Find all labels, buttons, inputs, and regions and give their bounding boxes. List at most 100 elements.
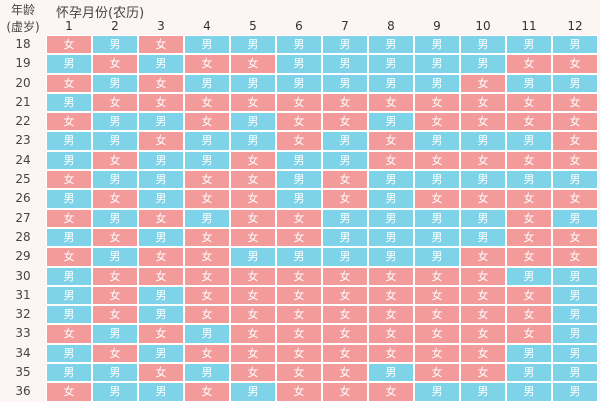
girl-cell: 女 <box>230 92 276 113</box>
age-cell: 31 <box>15 287 31 302</box>
age-cell: 18 <box>15 37 31 51</box>
girl-cell: 女 <box>552 112 598 132</box>
table-row: 33 女男女男女女女女女女女男 <box>0 324 598 344</box>
boy-cell: 男 <box>276 189 322 209</box>
girl-cell: 女 <box>368 131 414 151</box>
girl-cell: 女 <box>506 305 552 325</box>
boy-cell: 男 <box>552 208 598 228</box>
girl-cell: 女 <box>506 150 552 171</box>
age-cell: 25 <box>15 172 31 187</box>
girl-cell: 女 <box>92 285 138 306</box>
table-row: 26 男女男女女男女男女女女女 <box>0 189 598 209</box>
table-row: 29 女男女女男男男男男女女女 <box>0 247 598 267</box>
boy-cell: 男 <box>92 382 138 402</box>
boy-cell: 男 <box>138 227 184 248</box>
girl-cell: 女 <box>414 343 460 364</box>
girl-cell: 女 <box>230 324 276 344</box>
boy-cell: 男 <box>138 170 184 190</box>
girl-cell: 女 <box>276 285 322 306</box>
girl-cell: 女 <box>276 343 322 364</box>
girl-cell: 女 <box>368 382 414 402</box>
table-row: 28 男女男女女女男男男男女女 <box>0 227 598 248</box>
girl-cell: 女 <box>276 208 322 228</box>
boy-cell: 男 <box>92 324 138 344</box>
age-cell: 21 <box>15 94 31 109</box>
age-cell: 24 <box>15 152 31 167</box>
boy-cell: 男 <box>138 343 184 364</box>
girl-cell: 女 <box>552 92 598 113</box>
month-label: 10 <box>475 19 491 33</box>
boy-cell: 男 <box>184 324 230 344</box>
age-cell: 30 <box>15 268 31 283</box>
boy-cell: 男 <box>276 150 322 171</box>
boy-cell: 男 <box>506 266 552 286</box>
boy-cell: 男 <box>414 131 460 151</box>
table-row: 25 女男男女女男女男男男男男 <box>0 170 598 190</box>
girl-cell: 女 <box>322 324 368 344</box>
girl-cell: 女 <box>322 305 368 325</box>
boy-cell: 男 <box>46 266 92 286</box>
boy-cell: 男 <box>368 189 414 209</box>
girl-cell: 女 <box>460 324 506 344</box>
girl-cell: 女 <box>368 266 414 286</box>
girl-cell: 女 <box>506 285 552 306</box>
age-header: 年龄 (虚岁) <box>0 2 46 36</box>
girl-cell: 女 <box>138 247 184 267</box>
girl-cell: 女 <box>184 227 230 248</box>
boy-cell: 男 <box>276 54 322 74</box>
girl-cell: 女 <box>230 343 276 364</box>
boy-cell: 男 <box>552 285 598 306</box>
girl-cell: 女 <box>322 343 368 364</box>
month-label: 4 <box>203 19 211 33</box>
girl-cell: 女 <box>230 266 276 286</box>
boy-cell: 男 <box>322 73 368 93</box>
chart-title: 怀孕月份(农历) <box>56 6 145 21</box>
girl-cell: 女 <box>230 208 276 228</box>
girl-cell: 女 <box>552 247 598 267</box>
boy-cell: 男 <box>184 35 230 55</box>
girl-cell: 女 <box>368 285 414 306</box>
month-label: 6 <box>295 19 303 33</box>
month-label: 8 <box>387 19 395 33</box>
boy-cell: 男 <box>414 227 460 248</box>
girl-cell: 女 <box>322 266 368 286</box>
boy-cell: 男 <box>46 227 92 248</box>
table-row: 27 女男女男女女男男男男女男 <box>0 208 598 228</box>
girl-cell: 女 <box>506 247 552 267</box>
boy-cell: 男 <box>322 208 368 228</box>
girl-cell: 女 <box>276 266 322 286</box>
boy-cell: 男 <box>368 112 414 132</box>
girl-cell: 女 <box>506 208 552 228</box>
boy-cell: 男 <box>138 189 184 209</box>
boy-cell: 男 <box>92 247 138 267</box>
girl-cell: 女 <box>184 247 230 267</box>
boy-cell: 男 <box>460 54 506 74</box>
boy-cell: 男 <box>506 35 552 55</box>
girl-cell: 女 <box>276 324 322 344</box>
boy-cell: 男 <box>92 131 138 151</box>
table-row: 31 男女男女女女女女女女女男 <box>0 285 598 306</box>
girl-cell: 女 <box>92 189 138 209</box>
boy-cell: 男 <box>368 227 414 248</box>
boy-cell: 男 <box>460 227 506 248</box>
table-row: 34 男女男女女女女女女女男男 <box>0 343 598 364</box>
girl-cell: 女 <box>322 285 368 306</box>
age-cell: 19 <box>15 56 31 71</box>
boy-cell: 男 <box>230 131 276 151</box>
girl-cell: 女 <box>92 343 138 364</box>
table-row: 22 女男男女男女女男女女女女 <box>0 112 598 132</box>
boy-cell: 男 <box>414 73 460 93</box>
girl-cell: 女 <box>414 324 460 344</box>
boy-cell: 男 <box>414 35 460 55</box>
boy-cell: 男 <box>322 54 368 74</box>
boy-cell: 男 <box>138 112 184 132</box>
girl-cell: 女 <box>368 150 414 171</box>
boy-cell: 男 <box>230 73 276 93</box>
girl-cell: 女 <box>322 382 368 402</box>
boy-cell: 男 <box>506 131 552 151</box>
boy-cell: 男 <box>276 247 322 267</box>
boy-cell: 男 <box>92 112 138 132</box>
boy-cell: 男 <box>322 131 368 151</box>
gender-table: 18 女男女男男男男男男男男男 19 男女男女女男男男男男女女 20 女男女男男男男男男女… <box>0 35 598 402</box>
boy-cell: 男 <box>92 170 138 190</box>
